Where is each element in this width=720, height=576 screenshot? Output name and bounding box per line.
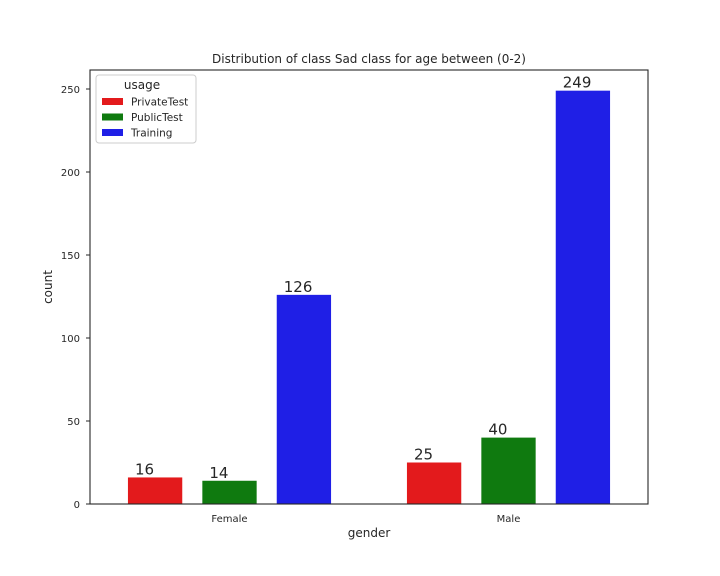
y-tick-label: 100	[61, 334, 80, 345]
x-tick-label-male: Male	[497, 514, 521, 525]
y-axis-label: count	[41, 270, 55, 304]
bar-publictest-male	[481, 437, 536, 504]
x-axis-label: gender	[348, 526, 391, 540]
bar-value-label: 14	[209, 464, 228, 482]
legend-label-training: Training	[130, 128, 172, 140]
legend-swatch-privatetest	[102, 98, 123, 105]
legend-swatch-training	[102, 129, 123, 136]
y-tick-label: 50	[67, 417, 80, 428]
plot-frame	[89, 69, 649, 505]
legend-label-privatetest: PrivateTest	[131, 97, 188, 109]
y-tick-label: 0	[74, 500, 80, 511]
bar-value-label: 40	[488, 421, 507, 439]
y-tick-label: 250	[61, 85, 80, 96]
legend-swatch-publictest	[102, 113, 123, 121]
bar-value-label: 25	[414, 446, 433, 464]
chart-title: Distribution of class Sad class for age …	[212, 52, 526, 66]
legend-title: usage	[124, 78, 160, 92]
bar-privatetest-female	[127, 477, 183, 504]
y-tick-label: 200	[61, 168, 80, 179]
bar-value-label: 16	[135, 460, 154, 478]
y-tick-label: 150	[61, 251, 80, 262]
legend-box	[95, 74, 197, 144]
bar-training-female	[276, 294, 332, 504]
bar-training-male	[555, 90, 611, 505]
bar-value-label: 126	[284, 278, 313, 296]
bar-privatetest-male	[406, 462, 462, 504]
plot-area: 16 14 126 Female 25 40 249 Male 0 50 100 150 200 250 u…	[61, 69, 649, 525]
x-tick-label-female: Female	[211, 514, 247, 525]
bar-value-label: 249	[563, 74, 592, 92]
legend-label-publictest: PublicTest	[131, 112, 183, 124]
bar-publictest-female	[202, 480, 257, 504]
